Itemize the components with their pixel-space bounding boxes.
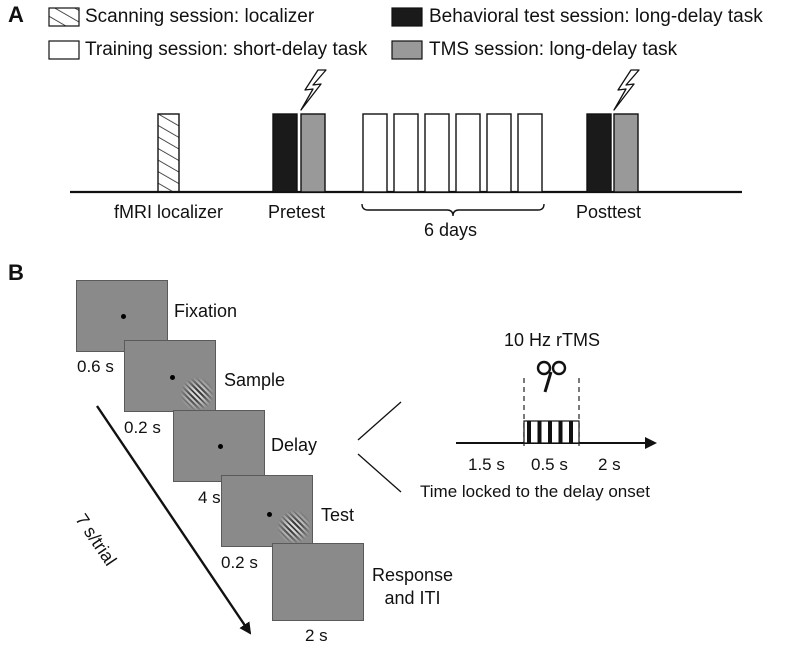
- training-day-bar-5: [486, 113, 512, 193]
- rtms-caption: Time locked to the delay onset: [420, 482, 650, 501]
- rtms-pulse-5: [569, 421, 573, 443]
- pretest-behavioral-bar: [272, 113, 298, 193]
- legend-swatch-gray: [391, 40, 423, 60]
- label-delay: Delay: [271, 435, 318, 455]
- label-pretest: Pretest: [268, 202, 326, 222]
- duration-sample: 0.2 s: [124, 418, 161, 437]
- zoom-line-upper: [357, 401, 402, 441]
- pretest-lightning-icon: [300, 69, 327, 111]
- duration-test: 0.2 s: [221, 553, 258, 572]
- rtms-pulse-4: [558, 421, 563, 443]
- gabor-patch: [277, 510, 311, 544]
- fixation-dot: [170, 375, 175, 380]
- panel-a-letter: A: [8, 2, 24, 27]
- screen-delay: [173, 410, 265, 482]
- rtms-pulse-2: [537, 421, 542, 443]
- legend-label-scanning: Scanning session: localizer: [85, 6, 315, 27]
- legend-label-behavioral: Behavioral test session: long-delay task: [429, 6, 763, 27]
- six-days-brace: [361, 203, 545, 217]
- zoom-line-lower: [357, 453, 402, 493]
- training-day-bar-1: [362, 113, 388, 193]
- rtms-segment-post: 2 s: [598, 455, 621, 474]
- label-response-iti: Response and ITI: [372, 565, 454, 608]
- fixation-dot: [121, 314, 126, 319]
- training-bars: [362, 113, 543, 193]
- legend-label-tms: TMS session: long-delay task: [429, 39, 678, 60]
- training-day-bar-6: [517, 113, 543, 193]
- label-sample: Sample: [224, 370, 286, 390]
- legend-swatch-black: [391, 7, 423, 27]
- duration-fixation: 0.6 s: [77, 357, 114, 376]
- legend-swatch-hatched: [48, 7, 80, 27]
- label-six-days: 6 days: [424, 220, 478, 240]
- label-posttest: Posttest: [576, 202, 642, 222]
- rtms-pulse-3: [548, 421, 552, 443]
- posttest-tms-bar: [613, 113, 639, 193]
- rtms-title: 10 Hz rTMS: [504, 330, 601, 350]
- trial-time-arrow: [96, 405, 252, 635]
- panel-b-letter: B: [8, 260, 24, 285]
- training-day-bar-2: [393, 113, 419, 193]
- legend-swatch-white: [48, 40, 80, 60]
- rtms-pulses: [527, 421, 573, 443]
- gabor-patch: [180, 377, 214, 411]
- label-fixation: Fixation: [174, 301, 238, 321]
- duration-delay: 4 s: [198, 488, 221, 507]
- rtms-segment-pre: 1.5 s: [468, 455, 505, 474]
- posttest-behavioral-bar: [586, 113, 612, 193]
- label-test: Test: [321, 505, 355, 525]
- tms-coil-icon: [536, 360, 567, 393]
- screen-sample: [124, 340, 216, 412]
- label-fmri-localizer: fMRI localizer: [114, 202, 224, 222]
- localizer-bar: [157, 113, 180, 193]
- fixation-dot: [267, 512, 272, 517]
- legend-label-training: Training session: short-delay task: [85, 39, 368, 60]
- rtms-pulse-1: [527, 421, 531, 443]
- training-day-bar-4: [455, 113, 481, 193]
- fixation-dot: [218, 444, 223, 449]
- duration-response: 2 s: [305, 626, 328, 645]
- rtms-segment-stim: 0.5 s: [531, 455, 568, 474]
- posttest-lightning-icon: [613, 69, 640, 111]
- screen-test: [221, 475, 313, 547]
- screen-response: [272, 543, 364, 621]
- training-day-bar-3: [424, 113, 450, 193]
- pretest-tms-bar: [300, 113, 326, 193]
